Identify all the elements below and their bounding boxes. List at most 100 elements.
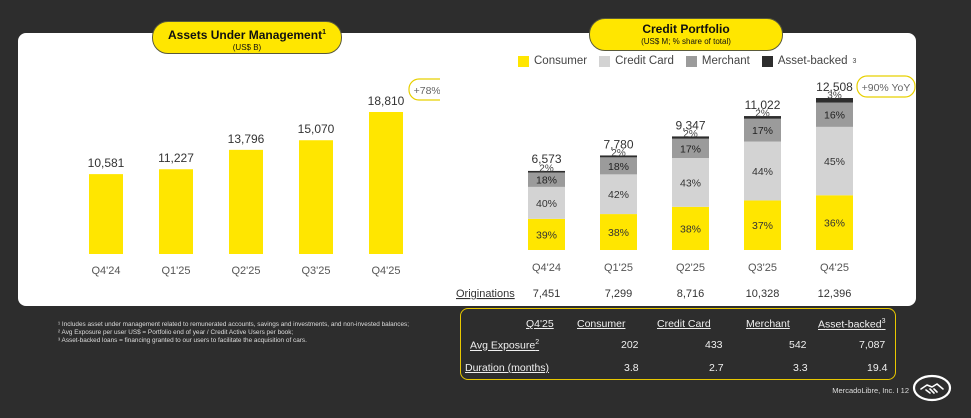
- table-row: Avg Exposure2 202 433 542 7,087: [461, 339, 895, 355]
- credit-pct-label-4-1: 45%: [824, 156, 845, 168]
- credit-bar-3-merchant: [744, 118, 781, 142]
- table-header-asset-backed-sup: 3: [881, 318, 886, 325]
- duration-merchant: 3.3: [793, 362, 808, 374]
- aum-value-label-0: 10,581: [88, 156, 125, 170]
- credit-category-label-0: Q4'24: [532, 262, 561, 274]
- footnote-3: ³ Asset-backed loans = financing granted…: [58, 337, 307, 344]
- aum-subtitle: (US$ B): [232, 43, 262, 52]
- legend-label-1: Credit Card: [615, 55, 674, 67]
- legend-item-2: Merchant: [685, 55, 750, 67]
- duration-consumer: 3.8: [624, 362, 639, 374]
- aum-category-label-3: Q3'25: [301, 265, 330, 277]
- originations-value-1: 7,299: [605, 288, 633, 300]
- duration-credit-card: 2.7: [709, 362, 724, 374]
- credit-pct-label-3-0: 37%: [752, 220, 773, 232]
- legend-swatch-3: [761, 55, 773, 67]
- legend-label-3: Asset-backed: [777, 55, 848, 67]
- credit-bar-4-assetbacked: [816, 98, 853, 103]
- avg-exposure-label-text: Avg Exposure: [470, 339, 536, 352]
- credit-bar-4-consumer: [816, 195, 853, 250]
- credit-category-label-2: Q2'25: [676, 262, 705, 274]
- avg-exposure-credit-card: 433: [705, 339, 723, 351]
- aum-bar-1: [159, 169, 193, 254]
- table-row: Duration (months) 3.8 2.7 3.3 19.4: [461, 362, 895, 378]
- credit-total-label-0: 6,573: [531, 152, 561, 166]
- duration-label: Duration (months): [465, 362, 550, 374]
- aum-title: Assets Under Management: [168, 28, 323, 42]
- credit-bar-3-consumer: [744, 200, 781, 250]
- credit-bar-1-merchant: [600, 157, 637, 175]
- aum-yoy-badge: [408, 78, 440, 101]
- table-header-row: Q4'25 Consumer Credit Card Merchant Asse…: [461, 318, 895, 334]
- table-header-merchant: Merchant: [746, 318, 790, 330]
- footnote-2: ² Avg Exposure per user US$ = Portfolio …: [58, 329, 294, 336]
- legend-item-1: Credit Card: [599, 55, 674, 67]
- legend-swatch-2: [685, 55, 697, 67]
- credit-pct-label-2-3: 2%: [683, 129, 698, 140]
- aum-value-label-2: 13,796: [228, 132, 265, 146]
- credit-pct-label-0-3: 2%: [539, 163, 554, 174]
- footer-company-page: MercadoLibre, Inc. I 12: [832, 386, 909, 395]
- credit-bar-2-assetbacked: [672, 136, 709, 139]
- originations-value-3: 10,328: [746, 288, 780, 300]
- legend-label-0: Consumer: [534, 55, 588, 67]
- credit-pct-label-4-0: 36%: [824, 218, 845, 230]
- credit-bar-1-creditcard: [600, 174, 637, 215]
- aum-bar-2: [229, 149, 263, 254]
- footnote-1: ¹ Includes asset under management relate…: [58, 321, 409, 328]
- legend-swatch-0: [518, 55, 529, 67]
- credit-total-label-4: 12,508: [816, 80, 853, 94]
- credit-bar-2-consumer: [672, 206, 709, 250]
- duration-asset-backed: 19.4: [867, 362, 888, 374]
- credit-yoy-text: +90% YoY: [862, 82, 911, 94]
- credit-total-label-1: 7,780: [603, 137, 633, 151]
- credit-bar-0-consumer: [528, 218, 565, 250]
- aum-title-sup: 1: [322, 29, 326, 36]
- originations-value-2: 8,716: [677, 288, 705, 300]
- credit-bar-3-creditcard: [744, 141, 781, 201]
- credit-pct-label-3-3: 2%: [755, 109, 770, 120]
- aum-bar-0: [89, 174, 123, 254]
- aum-value-label-1: 11,227: [158, 151, 194, 165]
- credit-bar-0-creditcard: [528, 186, 565, 219]
- aum-yoy-text: +78% YoY: [414, 85, 440, 97]
- table-header-asset-backed-label: Asset-backed: [818, 318, 882, 331]
- avg-exposure-asset-backed: 7,087: [859, 339, 886, 351]
- avg-exposure-label: Avg Exposure2: [470, 339, 539, 352]
- credit-bar-1-consumer: [600, 214, 637, 250]
- legend-item-3: Asset-backed 3: [761, 55, 856, 67]
- credit-title: Credit Portfolio: [642, 22, 730, 36]
- aum-bar-4: [369, 112, 403, 254]
- credit-pct-label-0-1: 40%: [536, 198, 557, 210]
- credit-pct-label-4-3: 3%: [827, 91, 842, 102]
- avg-exposure-consumer: 202: [621, 339, 639, 351]
- legend-label-2: Merchant: [701, 55, 750, 67]
- aum-category-label-4: Q4'25: [371, 265, 400, 277]
- credit-pct-label-2-2: 17%: [680, 143, 701, 155]
- aum-category-label-1: Q1'25: [161, 265, 190, 277]
- credit-title-pill: Credit Portfolio (US$ M; % share of tota…: [589, 18, 783, 51]
- credit-category-label-4: Q4'25: [820, 262, 849, 274]
- credit-pct-label-2-1: 43%: [680, 177, 701, 189]
- originations-value-4: 12,396: [818, 288, 852, 300]
- credit-total-label-3: 11,022: [745, 98, 781, 112]
- aum-chart: 10,581 Q4'24 11,227 Q1'25 13,796 Q2'25 15,070 Q…: [88, 78, 440, 277]
- aum-title-pill: Assets Under Management1 (US$ B): [152, 21, 342, 54]
- table-header-consumer: Consumer: [577, 318, 626, 330]
- credit-pct-label-1-1: 42%: [608, 189, 629, 201]
- aum-value-label-4: 18,810: [368, 94, 405, 108]
- credit-pct-label-0-0: 39%: [536, 229, 557, 241]
- credit-bar-3-assetbacked: [744, 116, 781, 119]
- originations-value-0: 7,451: [533, 288, 561, 300]
- avg-exposure-sup: 2: [535, 339, 540, 346]
- credit-pct-label-1-3: 2%: [611, 148, 626, 159]
- credit-category-label-3: Q3'25: [748, 262, 777, 274]
- originations-label: Originations: [456, 288, 515, 300]
- legend-swatch-1: [599, 55, 611, 67]
- credit-pct-label-3-2: 17%: [752, 125, 773, 137]
- table-header-credit-card: Credit Card: [657, 318, 711, 330]
- credit-bar-4-merchant: [816, 102, 853, 127]
- credit-pct-label-2-0: 38%: [680, 223, 701, 235]
- credit-bar-4-creditcard: [816, 126, 853, 196]
- aum-category-label-2: Q2'25: [231, 265, 260, 277]
